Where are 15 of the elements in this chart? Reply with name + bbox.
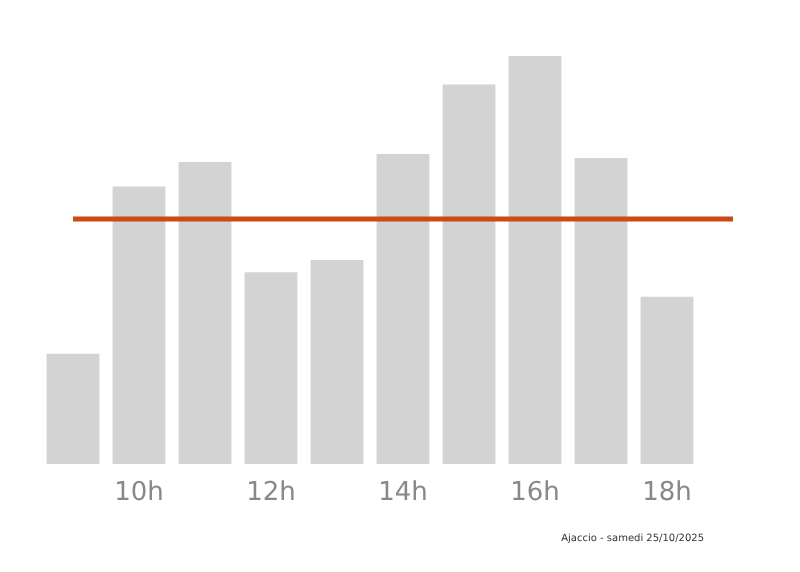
bar: [178, 162, 232, 464]
bar: [46, 353, 100, 464]
x-tick-label: 12h: [246, 478, 296, 508]
bar: [376, 153, 430, 464]
bar: [244, 272, 298, 464]
bar: [112, 186, 166, 464]
x-tick-label: 10h: [114, 478, 164, 508]
bar: [508, 56, 562, 464]
bar: [442, 84, 496, 464]
bar: [310, 260, 364, 464]
x-tick-label: 18h: [642, 478, 692, 508]
x-tick-label: 16h: [510, 478, 560, 508]
bar: [640, 296, 694, 464]
bar: [574, 158, 628, 464]
x-tick-label: 14h: [378, 478, 428, 508]
